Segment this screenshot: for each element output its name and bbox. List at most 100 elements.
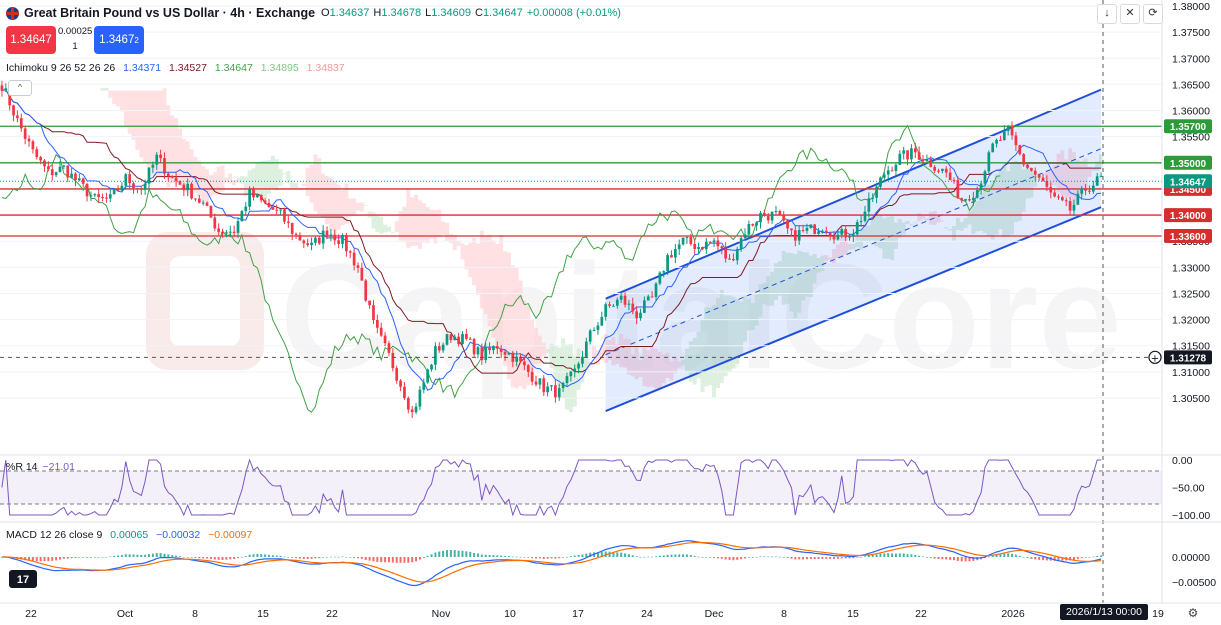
macd-histogram-bar [825, 557, 828, 559]
candle-body [321, 230, 325, 244]
price-tick-label: 1.30500 [1172, 393, 1210, 405]
candle-body [306, 243, 310, 246]
cloud-segment [696, 331, 701, 379]
macd-histogram-bar [500, 555, 503, 557]
cloud-segment [332, 180, 337, 234]
macd-histogram-bar [391, 557, 394, 563]
tradingview-logo [9, 570, 37, 588]
macd-histogram-bar [70, 557, 73, 559]
macd-histogram-bar [496, 555, 499, 557]
macd-legend[interactable]: MACD 12 26 close 9 0.00065 −0.00032 −0.0… [6, 529, 253, 541]
candle-body [159, 154, 162, 159]
screenshot-icon[interactable]: ⟳ [1143, 4, 1163, 24]
cloud-segment [851, 243, 856, 250]
macd-histogram-bar [279, 555, 282, 557]
cloud-segment [510, 265, 515, 388]
macd-histogram-bar [689, 555, 692, 557]
candle-body [515, 356, 519, 362]
spread-indicator: 0.00025 1 [58, 26, 93, 52]
macd-histogram-bar [43, 557, 46, 562]
macd-histogram-bar [221, 557, 224, 560]
cloud-segment [282, 173, 287, 175]
macd-histogram-bar [473, 553, 476, 557]
macd-histogram-bar [438, 551, 441, 557]
cloud-segment [859, 228, 864, 250]
candle-body [449, 334, 453, 341]
cloud-segment [998, 168, 1003, 230]
cloud-segment [746, 298, 751, 331]
wr-tick-label: −50.00 [1172, 483, 1205, 495]
macd-histogram-bar [1034, 557, 1037, 560]
candle-body [917, 152, 921, 160]
cloud-segment [445, 222, 450, 241]
macd-histogram-bar [163, 553, 166, 557]
macd-histogram-bar [171, 555, 174, 557]
cloud-segment [1017, 163, 1022, 221]
macd-histogram-bar [813, 557, 816, 560]
collapse-icon[interactable]: ✕ [1120, 4, 1140, 24]
candle-body [999, 139, 1002, 141]
candle-body [697, 247, 700, 250]
cloud-segment [386, 226, 391, 232]
time-tick-label: 15 [847, 608, 859, 620]
wr-legend[interactable]: %R 14 −21.01 [6, 461, 75, 473]
cloud-segment [475, 243, 480, 295]
cloud-segment [487, 234, 492, 327]
cloud-segment [537, 335, 542, 364]
macd-histogram-bar [322, 557, 325, 558]
candle-body [116, 189, 120, 191]
cloud-segment [158, 90, 163, 177]
candle-body [859, 220, 863, 223]
gear-icon[interactable]: ⚙ [1187, 606, 1199, 620]
candle-body [828, 233, 832, 236]
macd-histogram-bar [999, 554, 1002, 557]
buy-button[interactable]: 1.3467 2 [94, 26, 144, 54]
macd-histogram-bar [1061, 557, 1064, 561]
cloud-segment [328, 177, 333, 231]
cloud-segment [417, 200, 422, 250]
price-tick-label: 1.31000 [1172, 367, 1210, 379]
macd-histogram-bar [627, 554, 630, 557]
time-axis[interactable]: 22 Oct 8 15 22 Nov 10 17 24 Dec 8 15 22 2026 19 [0, 602, 1221, 620]
candle-body [495, 346, 499, 349]
macd-histogram-bar [829, 557, 832, 559]
cloud-segment [750, 303, 755, 331]
candle-body [283, 209, 286, 222]
symbol-title[interactable]: Great Britain Pound vs US Dollar · 4h · … [24, 6, 316, 20]
cloud-segment [259, 161, 264, 198]
cloud-segment [1064, 159, 1069, 198]
candle-body [1022, 154, 1026, 165]
macd-histogram-bar [910, 554, 913, 557]
candle-body [488, 347, 491, 351]
macd-histogram-bar [624, 553, 627, 557]
candle-body [70, 173, 73, 178]
macd-histogram-bar [519, 556, 522, 558]
cloud-segment [777, 261, 782, 296]
ichimoku-legend[interactable]: Ichimoku 9 26 52 26 26 1.34371 1.34527 1… [6, 62, 345, 74]
macd-histogram-bar [267, 554, 270, 557]
cloud-segment [495, 243, 500, 348]
candle-body [410, 409, 414, 413]
cloud-segment [104, 87, 109, 91]
cloud-segment [890, 216, 895, 261]
crosshair-price-tag-bg [1164, 350, 1212, 365]
cloud-segment [429, 209, 434, 239]
candle-body [213, 217, 217, 229]
macd-histogram-bar [376, 557, 379, 562]
candle-body [906, 150, 909, 160]
collapse-legend-button[interactable]: ^ [8, 80, 32, 96]
candle-body [364, 280, 368, 301]
wr-tick-label: 0.00 [1172, 455, 1193, 467]
macd-histogram-bar [364, 557, 367, 560]
sell-button[interactable]: 1.34647 [6, 26, 56, 54]
candle-body [596, 325, 600, 331]
cloud-segment [692, 337, 697, 385]
price-tick-label: 1.37000 [1172, 53, 1210, 65]
cloud-segment [375, 215, 380, 232]
ichimoku-lines [1, 88, 1102, 413]
candle-body [403, 386, 406, 399]
cloud-segment [294, 182, 299, 189]
arrow-down-icon[interactable]: ↓ [1097, 4, 1117, 24]
candle-body [944, 168, 948, 173]
